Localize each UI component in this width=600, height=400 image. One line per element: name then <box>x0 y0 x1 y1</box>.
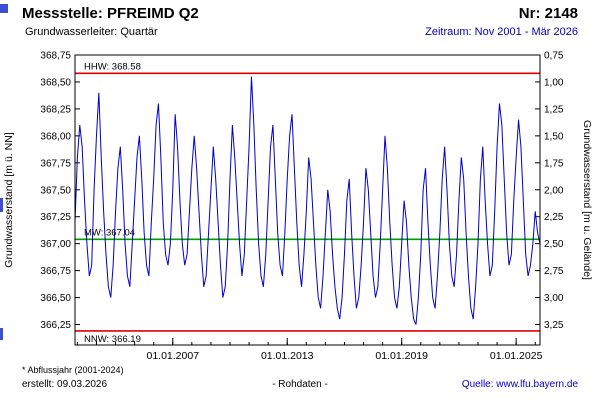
y-axis-right-title: Grundwasserstand [m u. Gelände] <box>581 120 593 280</box>
y-right-tick-label: 3,25 <box>544 320 564 331</box>
x-tick-label: 01.01.2013 <box>261 350 314 362</box>
y-right-tick-label: 2,75 <box>544 266 564 277</box>
period-label: Zeitraum: Nov 2001 - Mär 2026 <box>425 26 578 38</box>
plot-frame <box>74 54 541 346</box>
y-right-tick-label: 2,00 <box>544 185 564 196</box>
y-right-tick-label: 2,25 <box>544 212 564 223</box>
y-left-tick-label: 368,50 <box>40 77 71 88</box>
edge-artifact-icon <box>0 198 3 212</box>
x-tick-label: 01.01.2025 <box>490 350 543 362</box>
footer: erstellt: 09.03.2026 Quelle: www.lfu.bay… <box>22 379 578 390</box>
reference-label-hhw: HHW: 368.58 <box>84 61 141 72</box>
y-left-tick-label: 367,00 <box>40 239 71 250</box>
y-right-tick-label: 1,50 <box>544 131 564 142</box>
reference-label-mw: MW: 367.04 <box>84 227 135 238</box>
y-left-tick-label: 366,50 <box>40 293 71 304</box>
y-right-tick-label: 3,00 <box>544 293 564 304</box>
reference-label-nnw: NNW: 366.19 <box>84 334 141 345</box>
y-axis-left-title: Grundwasserstand [m ü. NN] <box>3 132 15 267</box>
y-left-tick-label: 367,25 <box>40 212 71 223</box>
data-type-label: - Rohdaten - <box>272 379 328 390</box>
y-right-tick-label: 0,75 <box>544 51 564 62</box>
y-right-tick-label: 1,75 <box>544 158 564 169</box>
station-title: Messstelle: PFREIMD Q2 <box>22 5 199 22</box>
y-right-tick-label: 2,50 <box>544 239 564 250</box>
x-tick-label: 01.01.2007 <box>146 350 199 362</box>
y-right-tick-label: 1,00 <box>544 77 564 88</box>
y-left-tick-label: 368,00 <box>40 131 71 142</box>
source-link[interactable]: Quelle: www.lfu.bayern.de <box>461 379 578 390</box>
y-left-tick-label: 368,25 <box>40 104 71 115</box>
y-left-tick-label: 367,75 <box>40 158 71 169</box>
station-number: Nr: 2148 <box>518 5 578 22</box>
y-right-tick-label: 1,25 <box>544 104 564 115</box>
aquifer-label: Grundwasserleiter: Quartär <box>25 26 158 38</box>
x-tick-label: 01.01.2019 <box>375 350 428 362</box>
edge-artifact-icon <box>0 328 3 340</box>
y-left-tick-label: 368,75 <box>40 51 71 62</box>
plot-area: 368,75 368,50 368,25 368,00 367,75 367,50 367,… <box>40 51 563 363</box>
edge-artifact-icon <box>0 4 8 13</box>
y-left-tick-label: 366,25 <box>40 320 71 331</box>
groundwater-series-line <box>74 76 541 325</box>
created-label: erstellt: 09.03.2026 <box>22 379 108 390</box>
header: Messstelle: PFREIMD Q2 Nr: 2148 <box>22 5 578 22</box>
subheader: Grundwasserleiter: Quartär Zeitraum: Nov… <box>25 26 578 38</box>
y-left-tick-label: 367,50 <box>40 185 71 196</box>
y-left-tick-label: 366,75 <box>40 266 71 277</box>
footnote: * Abflussjahr (2001-2024) <box>22 365 124 375</box>
